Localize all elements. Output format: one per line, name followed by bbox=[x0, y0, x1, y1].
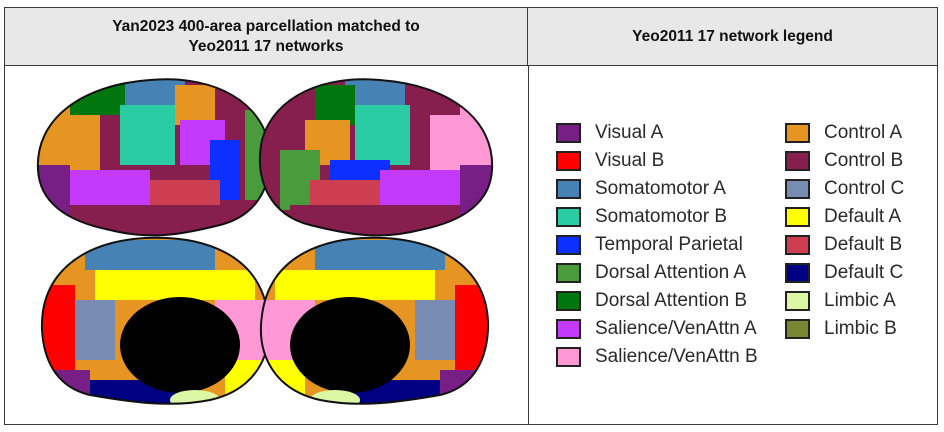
legend-label: Dorsal Attention A bbox=[595, 262, 747, 283]
legend-swatch bbox=[785, 123, 810, 143]
left-lateral-view bbox=[37, 79, 271, 236]
legend-item: Dorsal Attention B bbox=[556, 287, 758, 315]
legend-item: Control B bbox=[785, 147, 904, 175]
legend-label: Default A bbox=[824, 206, 902, 227]
legend-title: Yeo2011 17 network legend bbox=[632, 27, 833, 45]
panel-divider bbox=[528, 66, 529, 424]
legend-label: Visual B bbox=[595, 150, 665, 171]
legend-swatch bbox=[556, 179, 581, 199]
legend-swatch bbox=[785, 291, 810, 311]
legend-swatch bbox=[556, 347, 581, 367]
legend-item: Salience/VenAttn B bbox=[556, 343, 758, 371]
legend-item: Control A bbox=[785, 119, 904, 147]
legend-swatch bbox=[556, 263, 581, 283]
legend-label: Control C bbox=[824, 178, 905, 199]
legend-item: Limbic A bbox=[785, 287, 904, 315]
legend-item: Default C bbox=[785, 259, 904, 287]
left-medial-view bbox=[41, 237, 270, 404]
right-medial-view bbox=[260, 237, 489, 404]
legend-swatch bbox=[785, 235, 810, 255]
legend-item: Somatomotor A bbox=[556, 175, 758, 203]
legend-label: Temporal Parietal bbox=[595, 234, 743, 255]
left-header-line1: Yan2023 400-area parcellation matched to bbox=[112, 17, 420, 35]
legend-label: Somatomotor A bbox=[595, 178, 726, 199]
legend-swatch bbox=[785, 207, 810, 227]
legend-item: Visual A bbox=[556, 119, 758, 147]
legend-label: Dorsal Attention B bbox=[595, 290, 748, 311]
left-header-line2: Yeo2011 17 networks bbox=[188, 37, 344, 55]
legend-label: Control B bbox=[824, 150, 904, 171]
legend-swatch bbox=[785, 263, 810, 283]
legend-column-2: Control A Control B Control C Default A Defa… bbox=[785, 119, 904, 343]
right-panel-header: Yeo2011 17 network legend bbox=[528, 8, 937, 66]
legend-item: Limbic B bbox=[785, 315, 904, 343]
legend-swatch bbox=[556, 123, 581, 143]
legend-item: Dorsal Attention A bbox=[556, 259, 758, 287]
legend-label: Control A bbox=[824, 122, 903, 143]
legend-swatch bbox=[785, 151, 810, 171]
legend-item: Visual B bbox=[556, 147, 758, 175]
brain-surface-views bbox=[36, 78, 494, 405]
legend-swatch bbox=[785, 319, 810, 339]
legend-swatch bbox=[556, 291, 581, 311]
legend-swatch bbox=[556, 235, 581, 255]
legend-label: Limbic A bbox=[824, 290, 896, 311]
legend-item: Somatomotor B bbox=[556, 203, 758, 231]
right-lateral-view bbox=[260, 79, 493, 236]
legend-item: Salience/VenAttn A bbox=[556, 315, 758, 343]
figure-frame: Yan2023 400-area parcellation matched to… bbox=[4, 7, 938, 425]
legend-label: Default B bbox=[824, 234, 903, 255]
legend-swatch bbox=[785, 179, 810, 199]
legend-item: Default B bbox=[785, 231, 904, 259]
legend-swatch bbox=[556, 207, 581, 227]
legend-label: Visual A bbox=[595, 122, 664, 143]
legend-label: Salience/VenAttn A bbox=[595, 318, 757, 339]
legend-item: Default A bbox=[785, 203, 904, 231]
legend-label: Somatomotor B bbox=[595, 206, 727, 227]
legend-item: Control C bbox=[785, 175, 904, 203]
legend-column-1: Visual A Visual B Somatomotor A Somatomotor… bbox=[556, 119, 758, 371]
legend-label: Default C bbox=[824, 262, 904, 283]
legend-label: Limbic B bbox=[824, 318, 897, 339]
legend-swatch bbox=[556, 151, 581, 171]
legend-label: Salience/VenAttn B bbox=[595, 346, 758, 367]
legend-swatch bbox=[556, 319, 581, 339]
left-panel-header: Yan2023 400-area parcellation matched to… bbox=[5, 8, 528, 66]
legend-item: Temporal Parietal bbox=[556, 231, 758, 259]
